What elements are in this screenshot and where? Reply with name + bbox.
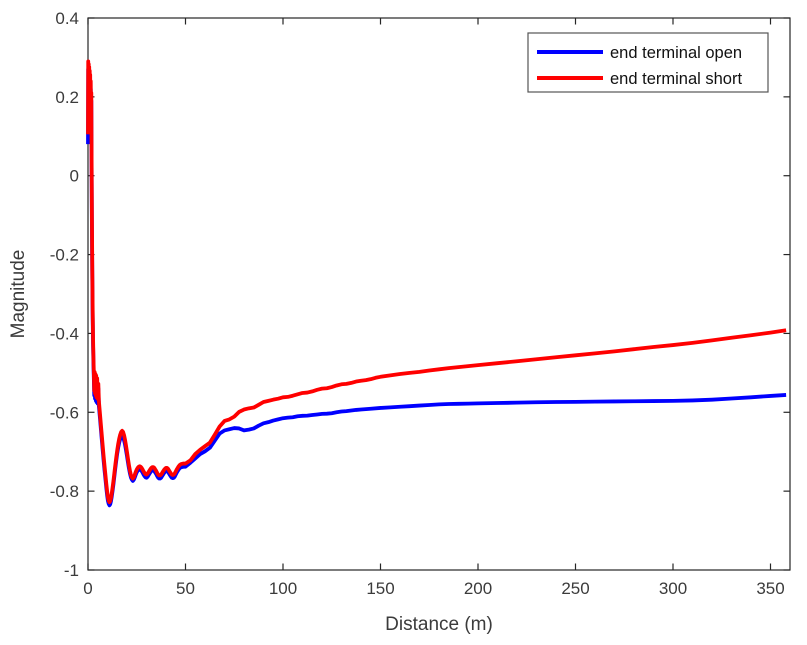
y-tick-label: 0.2	[55, 88, 79, 107]
x-tick-label: 0	[83, 579, 92, 598]
y-tick-label: -0.6	[50, 403, 79, 422]
x-tick-label: 150	[366, 579, 394, 598]
y-axis-label: Magnitude	[8, 250, 29, 339]
x-tick-label: 300	[659, 579, 687, 598]
y-tick-label: -1	[64, 561, 79, 580]
legend-box	[527, 32, 769, 93]
y-tick-label: 0	[70, 167, 79, 186]
x-tick-label: 200	[464, 579, 492, 598]
series-line-end-terminal-short	[86, 59, 787, 505]
x-axis-label: Distance (m)	[385, 614, 493, 635]
legend-label: end terminal short	[610, 70, 742, 88]
y-tick-label: 0.4	[55, 9, 79, 28]
series-group	[86, 59, 787, 508]
x-tick-label: 100	[269, 579, 297, 598]
y-tick-label: -0.4	[50, 324, 79, 343]
plot-area	[87, 17, 791, 571]
x-tick-label: 350	[756, 579, 784, 598]
legend-label: end terminal open	[610, 44, 742, 62]
y-tick-label: -0.2	[50, 246, 79, 265]
x-tick-label: 50	[176, 579, 195, 598]
y-tick-label: -0.8	[50, 482, 79, 501]
x-tick-label: 250	[561, 579, 589, 598]
